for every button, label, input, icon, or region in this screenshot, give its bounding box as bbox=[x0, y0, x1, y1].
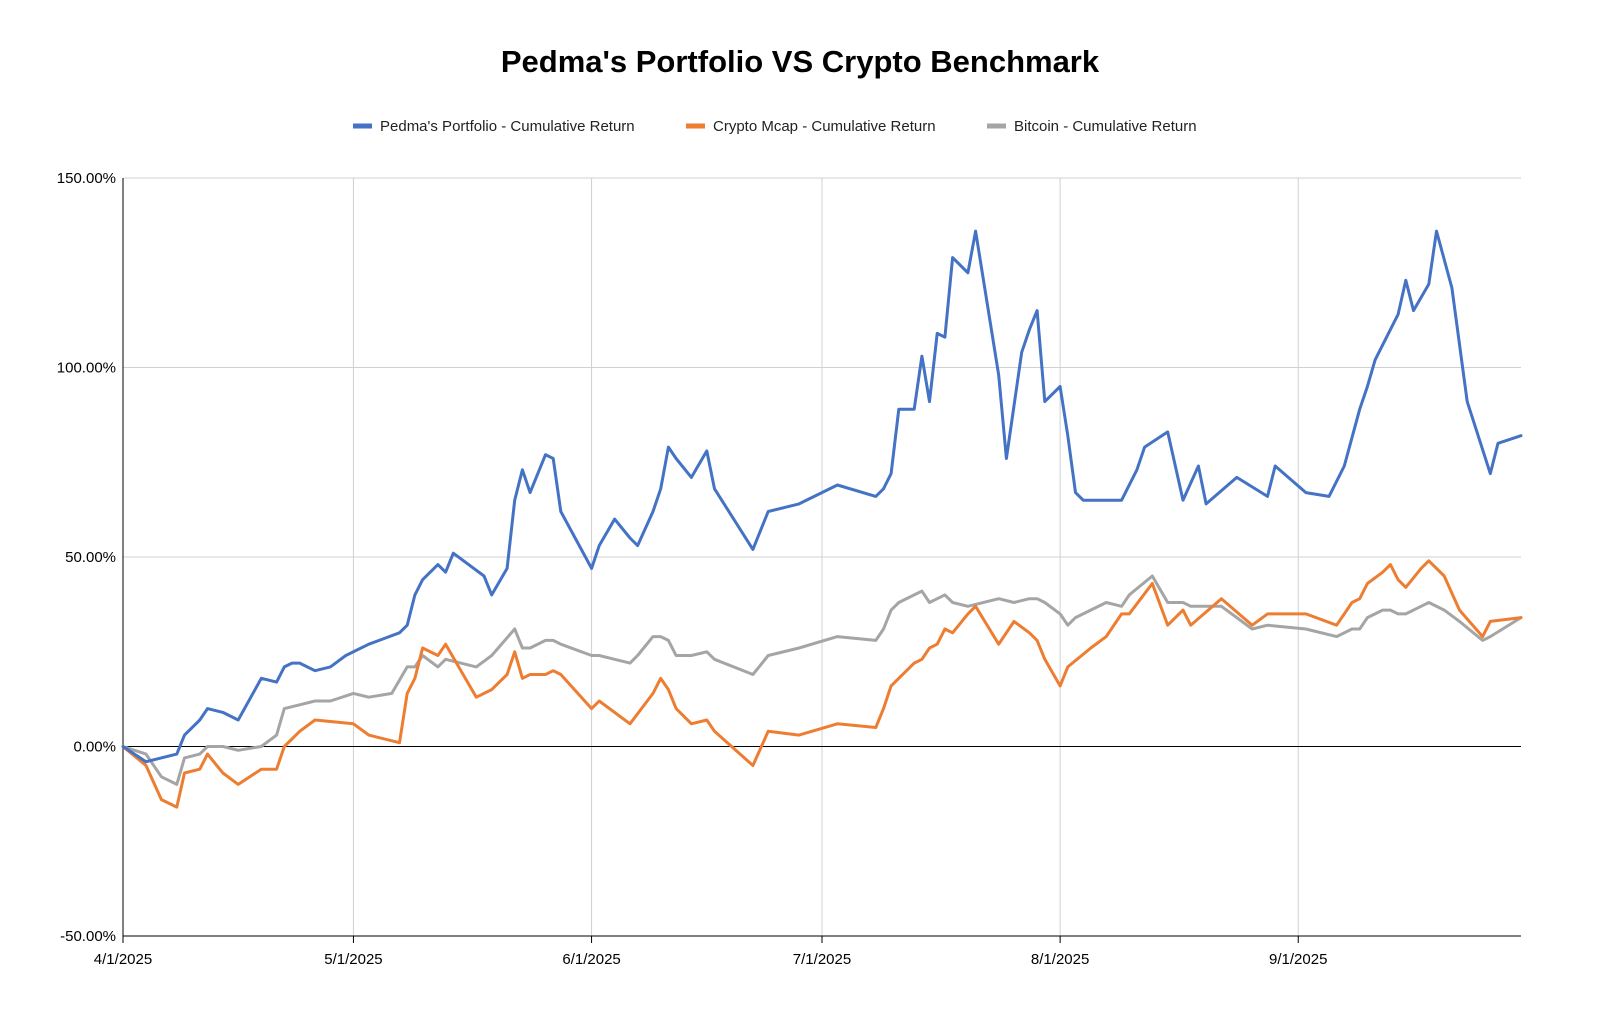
series-line-pedma-s-portfolio bbox=[121, 229, 1523, 764]
y-tick-label: 150.00% bbox=[57, 170, 116, 187]
legend-item: Bitcoin - Cumulative Return bbox=[987, 118, 1197, 135]
series-line-crypto-mcap bbox=[121, 559, 1523, 809]
x-tick-label: 9/1/2025 bbox=[1269, 951, 1327, 968]
legend-label: Pedma's Portfolio - Cumulative Return bbox=[380, 118, 635, 135]
legend-label: Bitcoin - Cumulative Return bbox=[1014, 118, 1197, 135]
y-tick-label: 50.00% bbox=[65, 549, 116, 566]
legend-item: Pedma's Portfolio - Cumulative Return bbox=[353, 118, 635, 135]
legend: Pedma's Portfolio - Cumulative Return Cry… bbox=[353, 118, 1197, 135]
x-tick-label: 7/1/2025 bbox=[793, 951, 851, 968]
axes: 150.00% 100.00% 50.00% 0.00% -50.00% 4/1/2025… bbox=[57, 170, 1521, 968]
grid bbox=[123, 177, 1521, 936]
chart-title: Pedma's Portfolio VS Crypto Benchmark bbox=[500, 44, 1100, 79]
y-tick-label: 100.00% bbox=[57, 360, 116, 377]
x-tick-label: 4/1/2025 bbox=[94, 951, 152, 968]
y-tick-label: 0.00% bbox=[73, 739, 116, 756]
y-tick-label: -50.00% bbox=[60, 928, 116, 945]
x-tick-label: 6/1/2025 bbox=[562, 951, 620, 968]
x-tick-label: 5/1/2025 bbox=[324, 951, 382, 968]
series-line-bitcoin bbox=[121, 574, 1523, 786]
legend-label: Crypto Mcap - Cumulative Return bbox=[713, 118, 936, 135]
legend-item: Crypto Mcap - Cumulative Return bbox=[686, 118, 936, 135]
series-lines bbox=[121, 229, 1523, 809]
x-tick-label: 8/1/2025 bbox=[1031, 951, 1089, 968]
